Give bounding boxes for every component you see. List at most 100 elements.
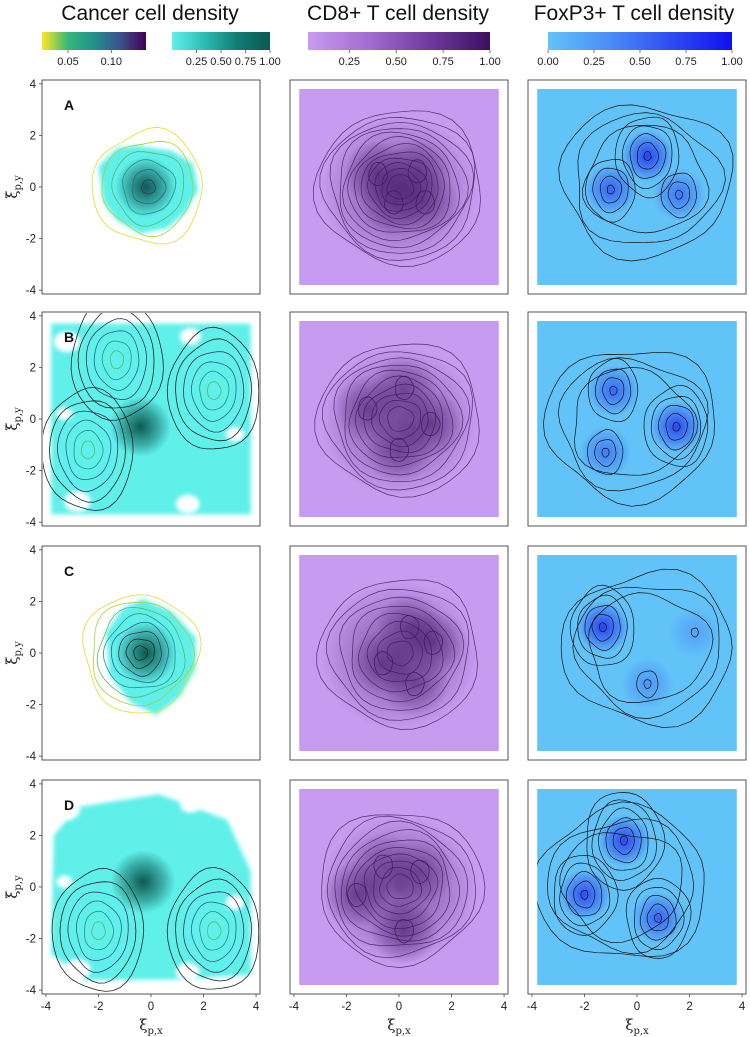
- cancer-patch-gap: [56, 875, 73, 889]
- cancer-core: [115, 156, 177, 218]
- y-tick-label: -2: [26, 234, 36, 246]
- cancer-contour: [183, 891, 245, 973]
- panel-foxp3-B: [527, 311, 747, 527]
- cancer-patch-gap: [53, 331, 81, 352]
- cd8-contour: [354, 847, 444, 930]
- cancer-contour: [207, 921, 222, 941]
- cancer-contour: [133, 645, 149, 661]
- cd8-contour: [339, 128, 469, 249]
- cd8-contour: [346, 839, 451, 937]
- cancer-contour: [118, 631, 162, 677]
- foxp3-contour: [667, 181, 690, 210]
- cd8-contour: [334, 820, 469, 946]
- cancer-contour: [65, 419, 112, 481]
- x-tick-label: -2: [341, 1001, 351, 1013]
- foxp3-contour: [625, 877, 692, 959]
- foxp3-peak: [584, 163, 637, 216]
- cd8-contour: [340, 829, 460, 942]
- foxp3-peak: [579, 426, 632, 479]
- panel-cd8-D: -4 -2 0 2 4 ξp,x: [289, 779, 509, 1037]
- colorbar-tick-label: 1.00: [479, 56, 500, 68]
- cd8-contour: [322, 351, 473, 491]
- cd8-peak: [370, 354, 439, 422]
- cancer-contour: [190, 901, 237, 963]
- cd8-contour: [384, 190, 404, 215]
- cancer-contour: [59, 881, 137, 984]
- y-tick-label: 4: [30, 311, 37, 323]
- cd8-contour: [354, 375, 443, 458]
- foxp3-contour: [559, 832, 683, 943]
- cancer-contour: [175, 878, 252, 982]
- foxp3-contour: [587, 429, 624, 476]
- y-tick-label: -2: [26, 700, 36, 712]
- cd8-contour: [363, 853, 439, 922]
- foxp3-peak: [650, 400, 703, 453]
- y-axis-label: ξp,y: [3, 407, 24, 431]
- cd8-contour: [410, 859, 430, 884]
- cancer-contour: [67, 891, 129, 973]
- foxp3-contour: [621, 125, 673, 189]
- foxp3-contour: [586, 792, 666, 891]
- cd8-contour: [421, 411, 441, 436]
- cd8-contour: [405, 671, 425, 696]
- foxp3-contour: [629, 133, 667, 179]
- x-tick-label: -4: [527, 1001, 538, 1013]
- cd8-contour: [386, 873, 414, 899]
- cd8-contour: [400, 615, 420, 640]
- foxp3-contour: [612, 827, 635, 855]
- y-tick-label: 0: [30, 882, 36, 894]
- cd8-contour: [347, 136, 451, 233]
- foxp3-contour: [591, 799, 657, 881]
- cancer-contour: [140, 179, 156, 195]
- cancer-contour: [96, 606, 186, 698]
- foxp3-contour: [577, 112, 726, 243]
- y-tick-label: 2: [30, 596, 36, 608]
- colorbar-cd8-purple: [308, 32, 490, 50]
- colorbar-cancer-viridis: [42, 32, 146, 50]
- cd8-contour: [407, 159, 428, 184]
- foxp3-contour: [595, 368, 632, 415]
- foxp3-peak: [587, 364, 640, 417]
- cd8-contour: [387, 406, 415, 432]
- foxp3-contour: [559, 862, 611, 927]
- cancer-contour: [207, 381, 222, 400]
- foxp3-contour: [547, 818, 695, 955]
- colorbar-tick-label: 0.00: [537, 56, 558, 68]
- y-tick-label: 4: [30, 779, 37, 791]
- foxp3-contour: [588, 592, 714, 703]
- y-tick-label: 0: [30, 648, 36, 660]
- x-tick-label: 0: [148, 1001, 154, 1013]
- cd8-contour: [354, 142, 445, 230]
- cd8-contour: [389, 437, 409, 462]
- foxp3-contour: [585, 158, 636, 223]
- cd8-contour: [316, 579, 478, 730]
- foxp3-contour: [675, 189, 684, 200]
- cd8-contour: [351, 605, 456, 703]
- foxp3-contour: [537, 801, 705, 957]
- colorbar-tick-label: 0.25: [339, 56, 360, 68]
- foxp3-contour: [665, 412, 688, 441]
- panel-frame: [289, 545, 509, 761]
- cd8-contour: [373, 860, 431, 915]
- cd8-contour: [326, 815, 476, 959]
- column-title-foxp3: FoxP3+ T cell density: [534, 2, 735, 25]
- panel-cd8-C: [289, 545, 509, 761]
- x-tick-label: 0: [396, 1001, 402, 1013]
- row-label: C: [64, 563, 74, 579]
- x-tick-label: 2: [200, 1001, 206, 1013]
- colorbar-tick-label: 0.05: [57, 56, 78, 68]
- cd8-contour: [368, 162, 388, 186]
- cancer-patch-gap: [179, 328, 201, 345]
- foxp3-peak: [621, 658, 674, 710]
- cancer-contour: [77, 313, 155, 409]
- y-tick-label: -4: [26, 517, 37, 529]
- cd8-peak: [349, 832, 418, 900]
- cancer-contour: [199, 370, 230, 411]
- cd8-peak: [370, 897, 439, 965]
- cancer-contour: [91, 126, 203, 245]
- foxp3-peak: [597, 814, 651, 867]
- foxp3-contour: [634, 887, 685, 950]
- cd8-contour: [373, 854, 393, 879]
- foxp3-contour: [543, 351, 715, 507]
- foxp3-peak: [652, 168, 706, 221]
